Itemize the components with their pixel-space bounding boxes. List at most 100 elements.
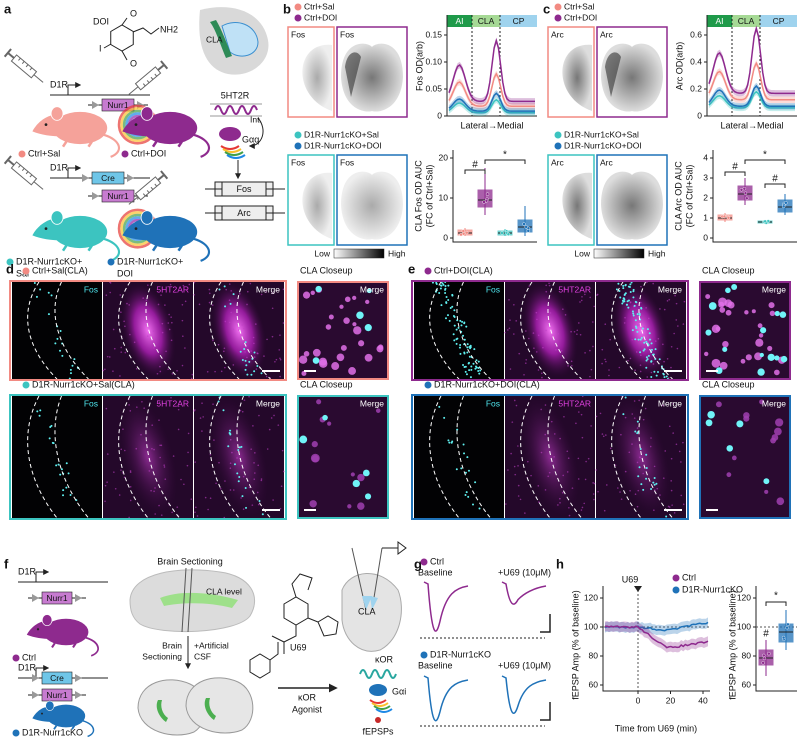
stain-speck [662,404,664,407]
fos-cell [447,284,450,287]
stain-speck [230,290,233,292]
label: CLA [478,16,495,26]
stain-speck [530,474,532,477]
fos-cell [477,360,480,363]
stain-speck [224,480,226,482]
stain-speck [167,368,169,370]
fos-cell [455,328,458,331]
stain-speck [213,439,215,441]
ring [291,573,313,598]
stain-speck [627,359,629,362]
internalization-arrow [248,117,264,149]
fos-cell [650,360,653,363]
label: 0.6 [690,29,702,39]
stain-speck [244,351,246,353]
stain-speck [633,400,636,402]
stain-speck [120,469,122,471]
label: Ctrl+Sal [28,148,60,158]
stain-speck [160,514,163,516]
brain-section [302,44,332,111]
claustrum [210,20,232,58]
stain-speck [559,497,561,500]
fos-cell [477,369,480,372]
mouse-foot [61,140,68,148]
stain-speck [254,452,256,454]
point [500,231,504,235]
mouse-icon [26,614,99,657]
mouse-body [46,704,86,728]
scale-bar [540,614,551,633]
trace [708,84,795,108]
syringe-tick [150,186,154,190]
brain-slice [185,677,254,734]
label: Fos [486,398,500,408]
label: d [6,261,14,276]
cell [312,348,321,357]
fos-cell [632,288,635,291]
label: Merge [658,284,682,294]
stain-speck [668,425,671,428]
stain-speck [248,395,250,398]
stain-speck [664,450,667,452]
stain-speck [566,471,569,473]
stain-speck [601,348,604,351]
signal-wave [222,148,242,153]
stain-speck [187,451,189,454]
fos-cell [465,373,468,376]
syringe-barrel [134,176,162,201]
cla-level [160,592,238,608]
fos-cell [479,369,482,372]
stain-speck [636,505,639,508]
label: 0 [703,232,708,242]
fos-cell [634,319,637,322]
fos-cell [759,352,764,358]
stain-speck [639,370,642,373]
stain-speck [248,486,251,489]
stain-speck [510,452,512,455]
point [465,230,469,235]
cell [302,291,311,299]
mouse-tail [193,133,210,158]
fos-cell [467,469,470,472]
fos-cell [57,463,60,466]
stain-speck [601,433,604,435]
mouse-body [52,215,108,249]
stain-speck [195,506,197,509]
stain-speck [548,282,550,285]
fos-cell [640,336,643,339]
stain-speck [631,338,634,341]
fos-cell [455,338,458,341]
fos-cell [50,424,53,427]
mouse-icon [117,104,210,158]
stain-speck [242,475,245,478]
stain-speck [544,489,547,491]
label: U69 [622,574,639,584]
stain-speck [633,417,636,419]
stain-speck [187,432,190,435]
fos-cell [638,312,641,315]
fos-cell [470,365,473,368]
fos-cell [622,413,625,416]
cla-outline [54,395,89,519]
stain-speck [223,516,226,519]
point [506,232,511,236]
stain-speck [260,479,263,482]
fos-cell [468,369,471,372]
fos-cell [632,314,635,317]
stain-speck [151,447,153,450]
stain-speck [624,416,627,419]
stain-speck [169,283,172,286]
stain-speck [671,504,673,506]
stain-speck [680,494,683,497]
label: Merge [256,284,280,294]
stain-speck [589,296,592,299]
fos-cell [474,481,477,484]
label: 1 [703,212,708,222]
mouse-ear [50,210,64,225]
region-band [472,15,500,27]
g-protein [219,127,241,141]
label: (FC of Ctrl+Sal) [684,165,694,228]
stain-speck [208,288,211,291]
stain-speck [682,323,685,325]
cell [731,455,737,461]
